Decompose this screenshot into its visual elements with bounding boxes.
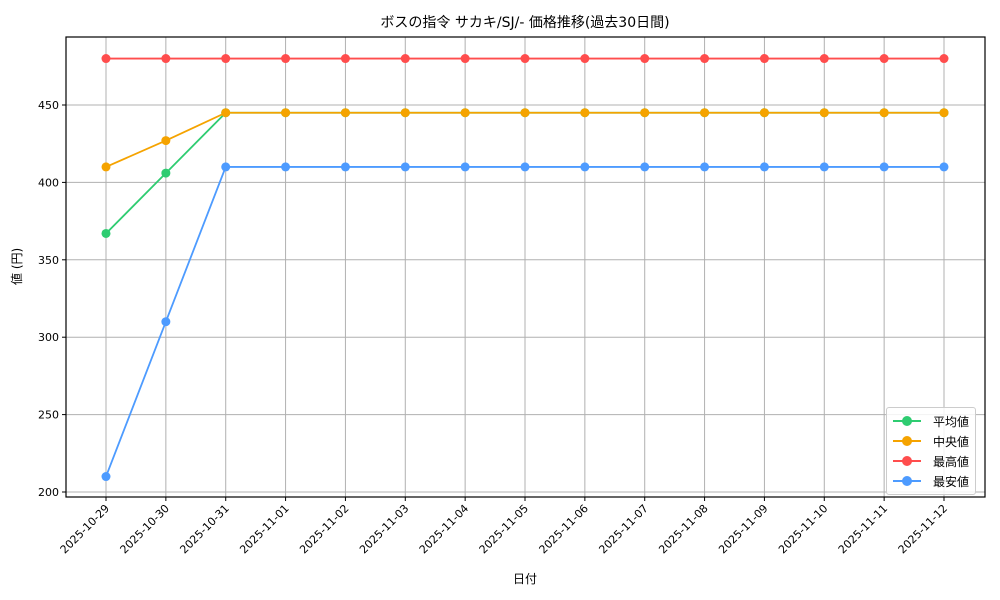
legend-item: 平均値 xyxy=(893,411,969,431)
x-axis-label: 日付 xyxy=(513,572,538,586)
legend-label: 平均値 xyxy=(933,414,970,429)
data-point xyxy=(460,162,470,172)
data-point xyxy=(281,162,291,172)
data-point xyxy=(640,54,650,64)
data-point xyxy=(101,228,111,238)
data-point xyxy=(281,54,291,64)
legend-label: 最高値 xyxy=(933,454,970,469)
data-point xyxy=(640,108,650,118)
x-tick-label: 2025-10-29 xyxy=(58,502,112,556)
data-point xyxy=(759,108,769,118)
data-point xyxy=(640,162,650,172)
y-tick-label: 250 xyxy=(38,409,59,422)
chart-title: ボスの指令 サカキ/SJ/- 価格推移(過去30日間) xyxy=(380,15,670,31)
legend-marker-icon xyxy=(893,416,921,426)
series-line xyxy=(101,162,949,482)
data-point xyxy=(520,54,530,64)
x-tick-label: 2025-11-09 xyxy=(716,502,770,556)
data-point xyxy=(879,108,889,118)
x-tick-label: 2025-11-01 xyxy=(237,502,291,556)
legend-marker-icon xyxy=(893,436,921,446)
data-point xyxy=(580,108,590,118)
x-tick-label: 2025-10-31 xyxy=(177,502,231,556)
data-point xyxy=(340,54,350,64)
data-point xyxy=(939,54,949,64)
legend-label: 中央値 xyxy=(933,434,970,449)
data-point xyxy=(939,108,949,118)
y-tick-label: 200 xyxy=(38,486,59,499)
data-point xyxy=(340,108,350,118)
data-point xyxy=(101,472,111,482)
data-point xyxy=(879,162,889,172)
data-point xyxy=(580,54,590,64)
x-tick-label: 2025-11-02 xyxy=(297,502,351,556)
data-point xyxy=(221,54,231,64)
data-point xyxy=(221,162,231,172)
y-tick-label: 450 xyxy=(38,99,59,112)
series-line xyxy=(101,54,949,64)
data-point xyxy=(939,162,949,172)
x-tick-label: 2025-11-05 xyxy=(477,502,531,556)
data-point xyxy=(759,54,769,64)
data-point xyxy=(101,54,111,64)
y-tick-label: 350 xyxy=(38,254,59,267)
legend: 平均値中央値最高値最安値 xyxy=(886,407,976,495)
legend-label: 最安値 xyxy=(933,474,970,489)
x-tick-label: 2025-11-08 xyxy=(656,502,710,556)
data-point xyxy=(101,162,111,172)
data-point xyxy=(819,54,829,64)
grid xyxy=(66,37,985,497)
data-point xyxy=(460,108,470,118)
y-tick-label: 300 xyxy=(38,331,59,344)
data-point xyxy=(400,54,410,64)
y-axis-label: 値 (円) xyxy=(10,247,24,285)
data-point xyxy=(161,54,171,64)
series-line xyxy=(101,108,949,172)
x-tick-label: 2025-11-11 xyxy=(836,502,890,556)
data-point xyxy=(400,108,410,118)
data-point xyxy=(580,162,590,172)
x-tick-label: 2025-11-03 xyxy=(357,502,411,556)
data-point xyxy=(700,162,710,172)
x-tick-label: 2025-11-06 xyxy=(537,502,591,556)
data-point xyxy=(819,162,829,172)
data-point xyxy=(161,317,171,327)
data-point xyxy=(759,162,769,172)
data-point xyxy=(340,162,350,172)
x-tick-label: 2025-11-07 xyxy=(596,502,650,556)
data-point xyxy=(460,54,470,64)
data-point xyxy=(520,108,530,118)
data-point xyxy=(879,54,889,64)
y-tick-label: 400 xyxy=(38,176,59,189)
legend-marker-icon xyxy=(893,476,921,486)
data-point xyxy=(400,162,410,172)
data-point xyxy=(700,108,710,118)
x-tick-label: 2025-11-12 xyxy=(896,502,950,556)
data-point xyxy=(819,108,829,118)
data-point xyxy=(161,168,171,178)
x-tick-label: 2025-11-04 xyxy=(417,502,471,556)
legend-item: 最安値 xyxy=(893,471,969,491)
x-tick-label: 2025-10-30 xyxy=(118,502,172,556)
data-point xyxy=(161,136,171,146)
data-point xyxy=(700,54,710,64)
legend-item: 中央値 xyxy=(893,431,969,451)
legend-marker-icon xyxy=(893,456,921,466)
data-point xyxy=(520,162,530,172)
x-tick-label: 2025-11-10 xyxy=(776,502,830,556)
legend-item: 最高値 xyxy=(893,451,969,471)
data-point xyxy=(281,108,291,118)
data-point xyxy=(221,108,231,118)
